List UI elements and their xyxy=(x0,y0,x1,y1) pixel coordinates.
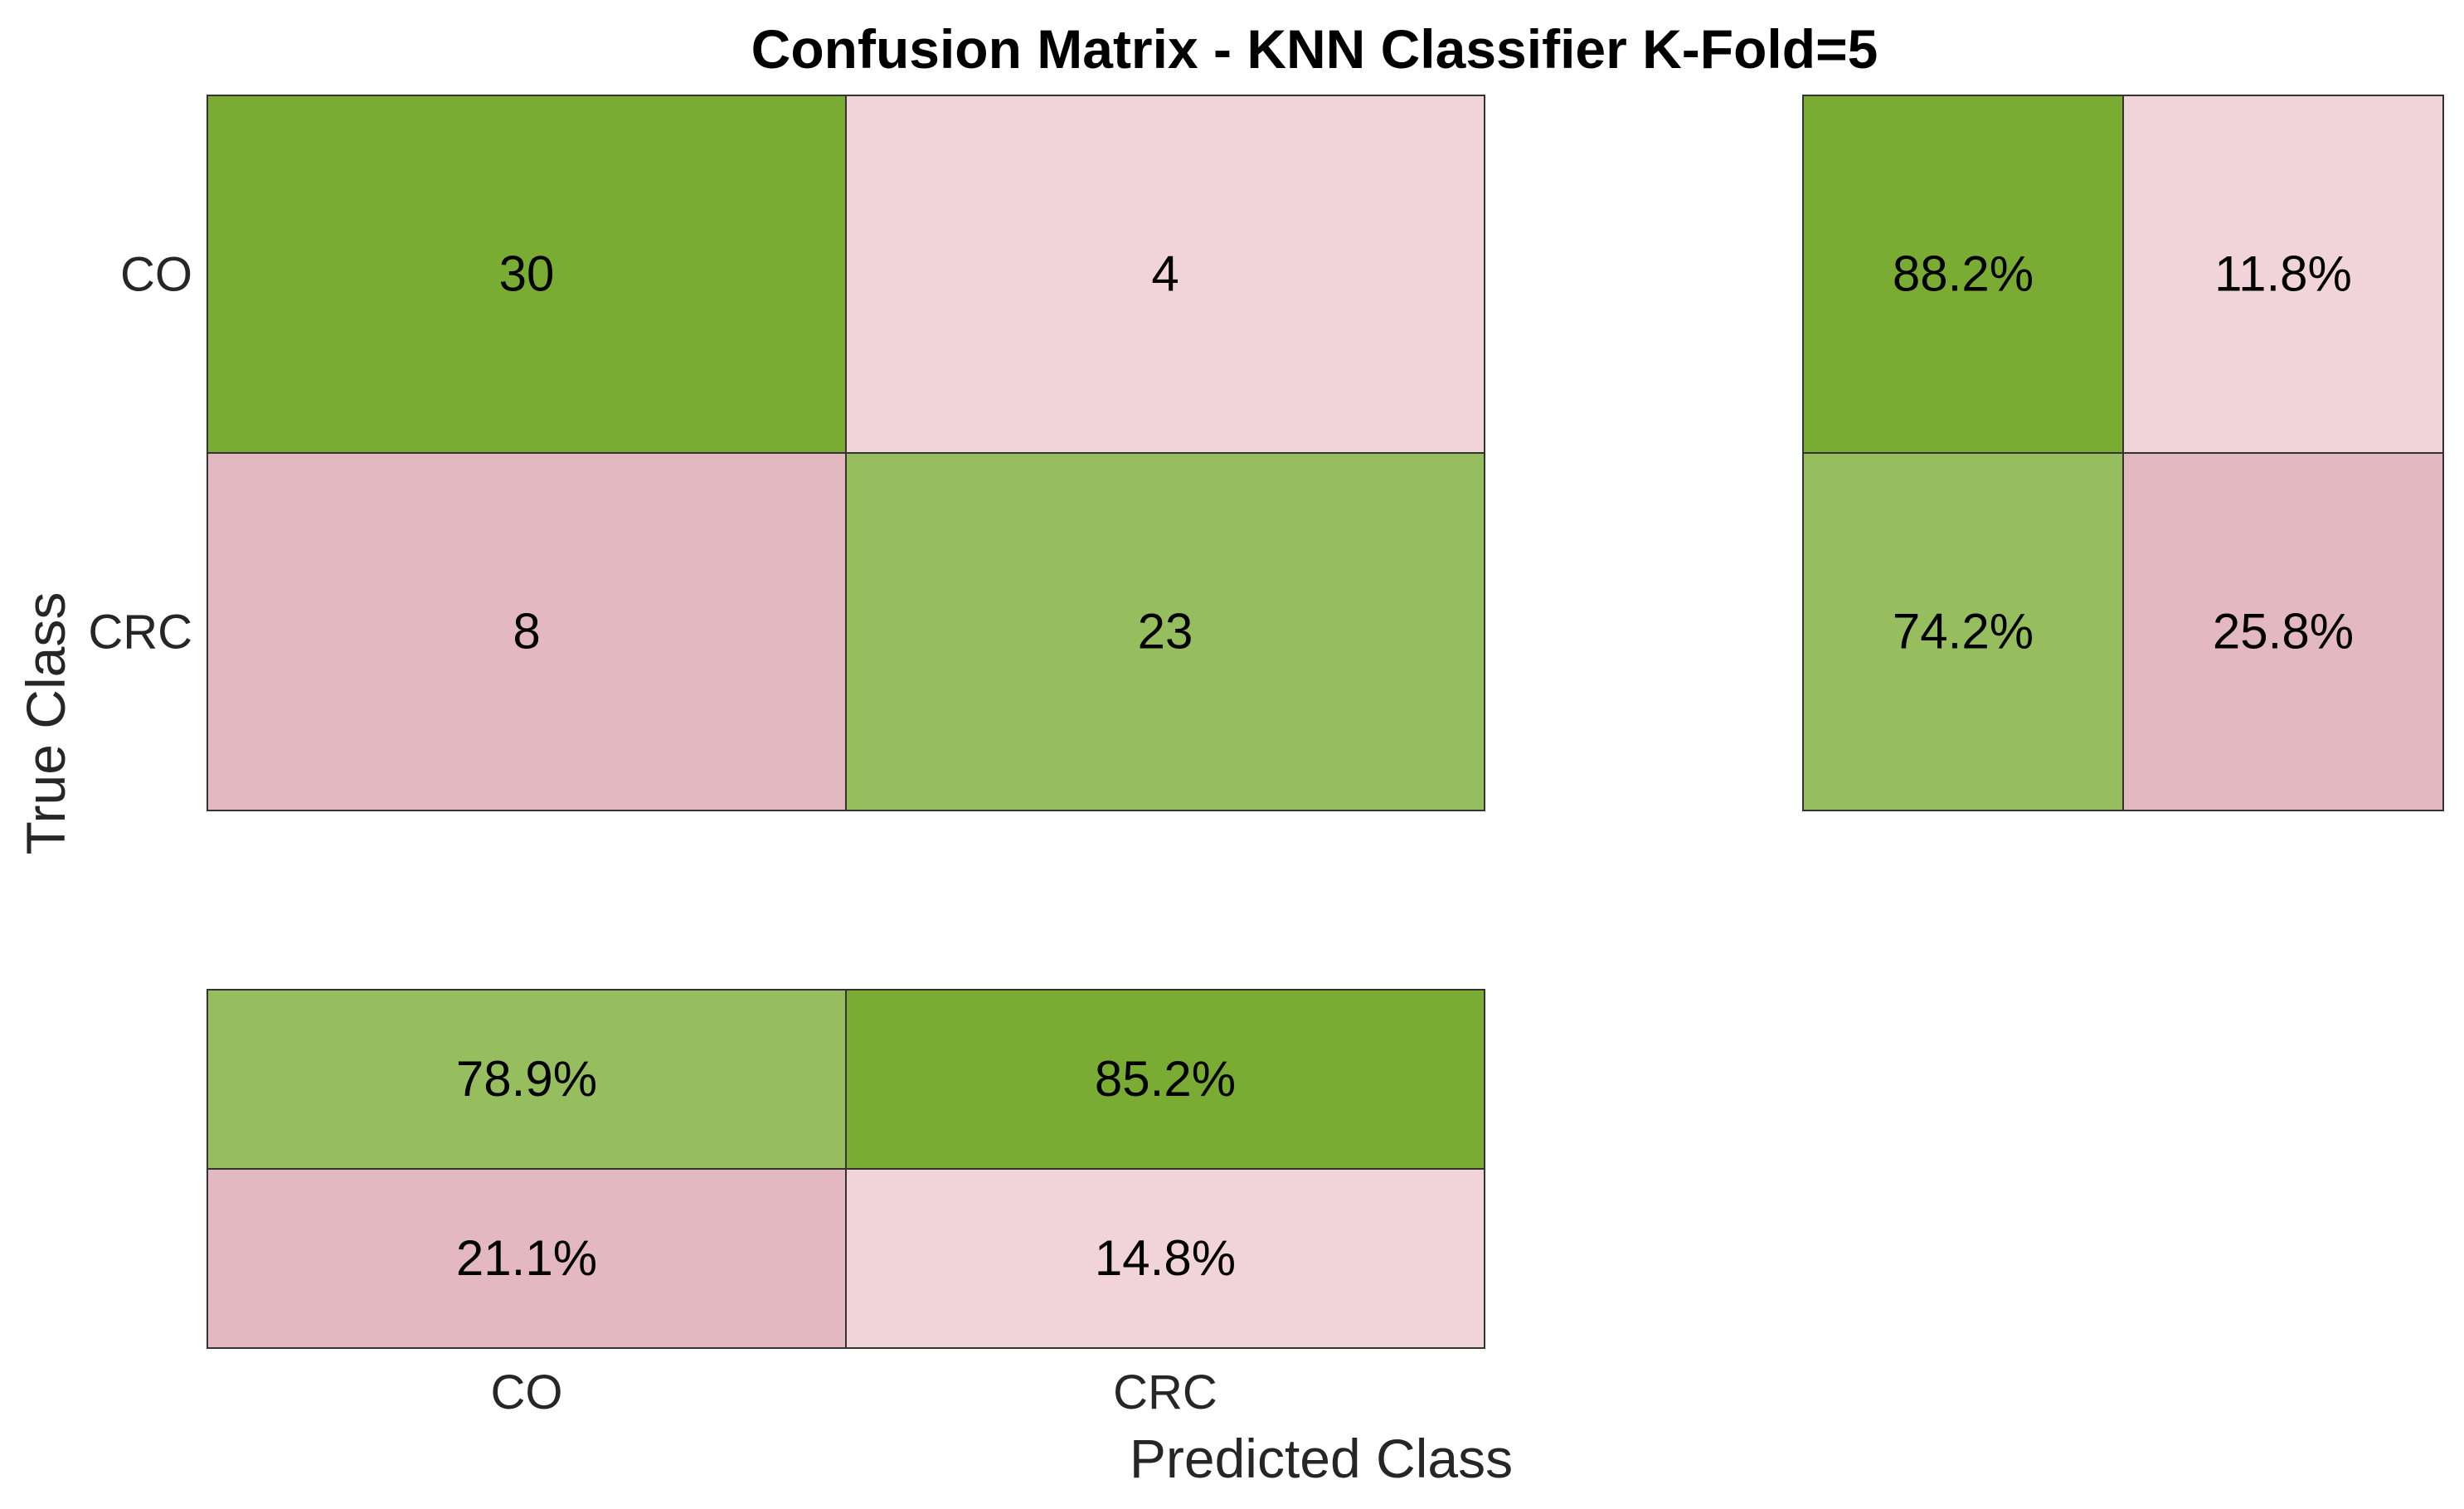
column-summary-cell-1-1-value: 14.8% xyxy=(1095,1230,1236,1286)
column-summary-cell-1-0-value: 21.1% xyxy=(456,1230,597,1286)
y-axis-label: True Class xyxy=(15,592,76,855)
matrix-cell-1-0-value: 8 xyxy=(513,604,540,660)
x-tick-label: CRC xyxy=(1113,1365,1217,1419)
row-summary-cell-0-0 xyxy=(1802,95,2124,454)
chart-title: Confusion Matrix - KNN Classifier K-Fold… xyxy=(751,18,1878,80)
row-summary-cell-1-0-value: 74.2% xyxy=(1893,604,2034,660)
column-summary-cell-0-1-value: 85.2% xyxy=(1095,1051,1236,1107)
matrix-cell-0-0-value: 30 xyxy=(499,246,555,302)
column-summary-matrix: 78.9% 85.2% 21.1% 14.8% xyxy=(207,989,1485,1349)
main-matrix: 30 4 8 23 xyxy=(207,95,1485,811)
y-tick-label: CRC xyxy=(88,606,192,660)
row-summary-cell-0-0-value: 88.2% xyxy=(1893,246,2034,302)
x-tick-label: CO xyxy=(491,1365,563,1419)
matrix-cell-0-0 xyxy=(207,95,847,454)
tick-labels: CO CO CRC CRC xyxy=(88,248,1217,1420)
column-summary-cell-1-1 xyxy=(845,1168,1485,1349)
matrix-cell-1-1 xyxy=(845,452,1485,811)
row-summary-cell-0-1 xyxy=(2122,95,2444,454)
row-summary-cell-1-1 xyxy=(2122,452,2444,811)
row-summary-cell-1-1-value: 25.8% xyxy=(2213,604,2354,660)
matrix-cell-1-1-value: 23 xyxy=(1138,604,1193,660)
column-summary-cell-0-0-value: 78.9% xyxy=(456,1051,597,1107)
y-tick-label: CO xyxy=(120,248,192,302)
column-summary-cell-0-1 xyxy=(845,989,1485,1170)
x-axis-label: Predicted Class xyxy=(1130,1428,1513,1489)
row-summary-cell-1-0 xyxy=(1802,452,2124,811)
matrix-cell-0-1-value: 4 xyxy=(1151,246,1179,302)
row-summary-cell-0-1-value: 11.8% xyxy=(2214,246,2352,302)
matrix-cell-0-1 xyxy=(845,95,1485,454)
row-summary-matrix: 88.2% 11.8% 74.2% 25.8% xyxy=(1802,95,2444,811)
matrix-cell-1-0 xyxy=(207,452,847,811)
